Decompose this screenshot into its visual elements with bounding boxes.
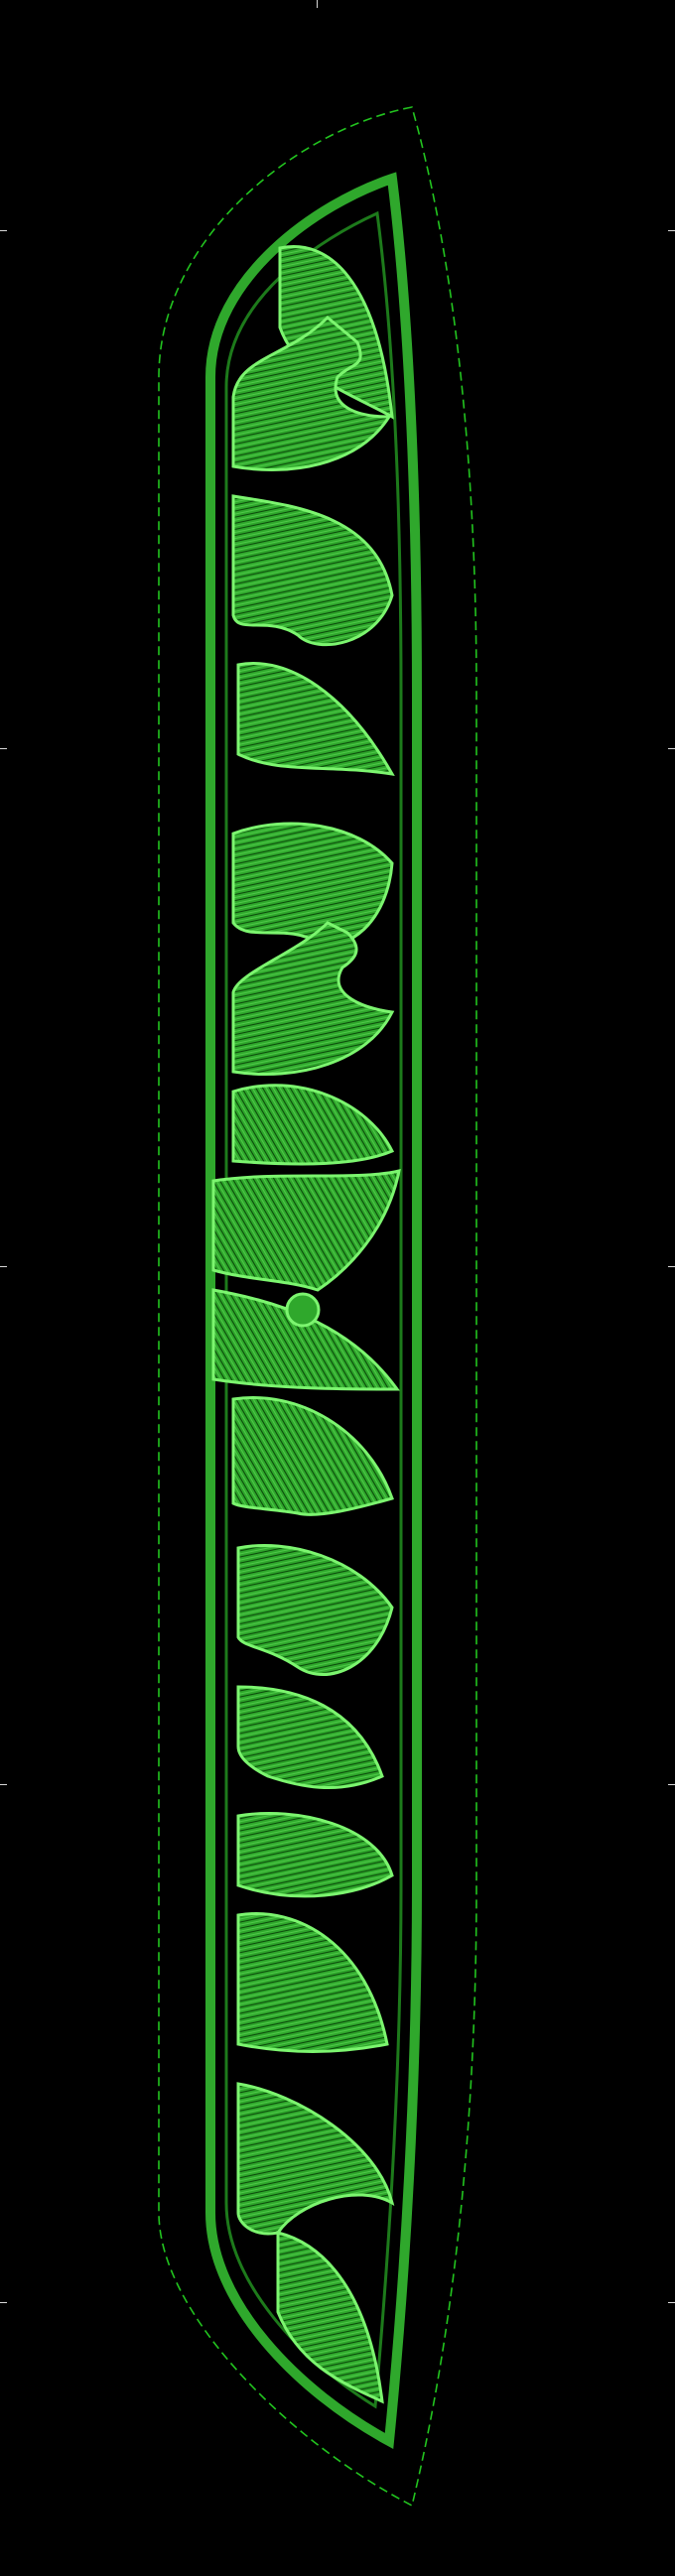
leaf-motif [231, 1396, 394, 1516]
ruler-tick-left [0, 1784, 7, 1785]
ruler-tick-right [668, 1784, 675, 1785]
ruler-tick-left [0, 2302, 7, 2303]
satin-border [205, 172, 422, 2449]
curl-motif [236, 662, 395, 776]
ruler-tick-top [317, 0, 318, 8]
ruler-tick-right [668, 1266, 675, 1267]
flower-motif [211, 1168, 401, 1391]
curl-motif [231, 315, 392, 471]
leaf-motif [236, 1912, 389, 2053]
curl-motif [231, 921, 395, 1076]
motif-column [211, 245, 401, 2404]
curl-motif [236, 1544, 394, 1676]
satin-border-inner [224, 210, 403, 2409]
leaf-motif [231, 822, 394, 947]
ruler-tick-left [0, 1266, 7, 1267]
leaf-motif [231, 1084, 395, 1166]
ruler-tick-right [668, 2302, 675, 2303]
curl-motif [236, 1812, 394, 1898]
leaf-motif [231, 494, 394, 647]
leaf-motif [236, 1685, 384, 1790]
ruler-tick-left [0, 748, 7, 749]
ruler-tick-left [0, 230, 7, 231]
ruler-tick-right [668, 230, 675, 231]
ruler-tick-right [668, 748, 675, 749]
leaf-motif [276, 2231, 384, 2404]
curl-motif [236, 2082, 395, 2236]
